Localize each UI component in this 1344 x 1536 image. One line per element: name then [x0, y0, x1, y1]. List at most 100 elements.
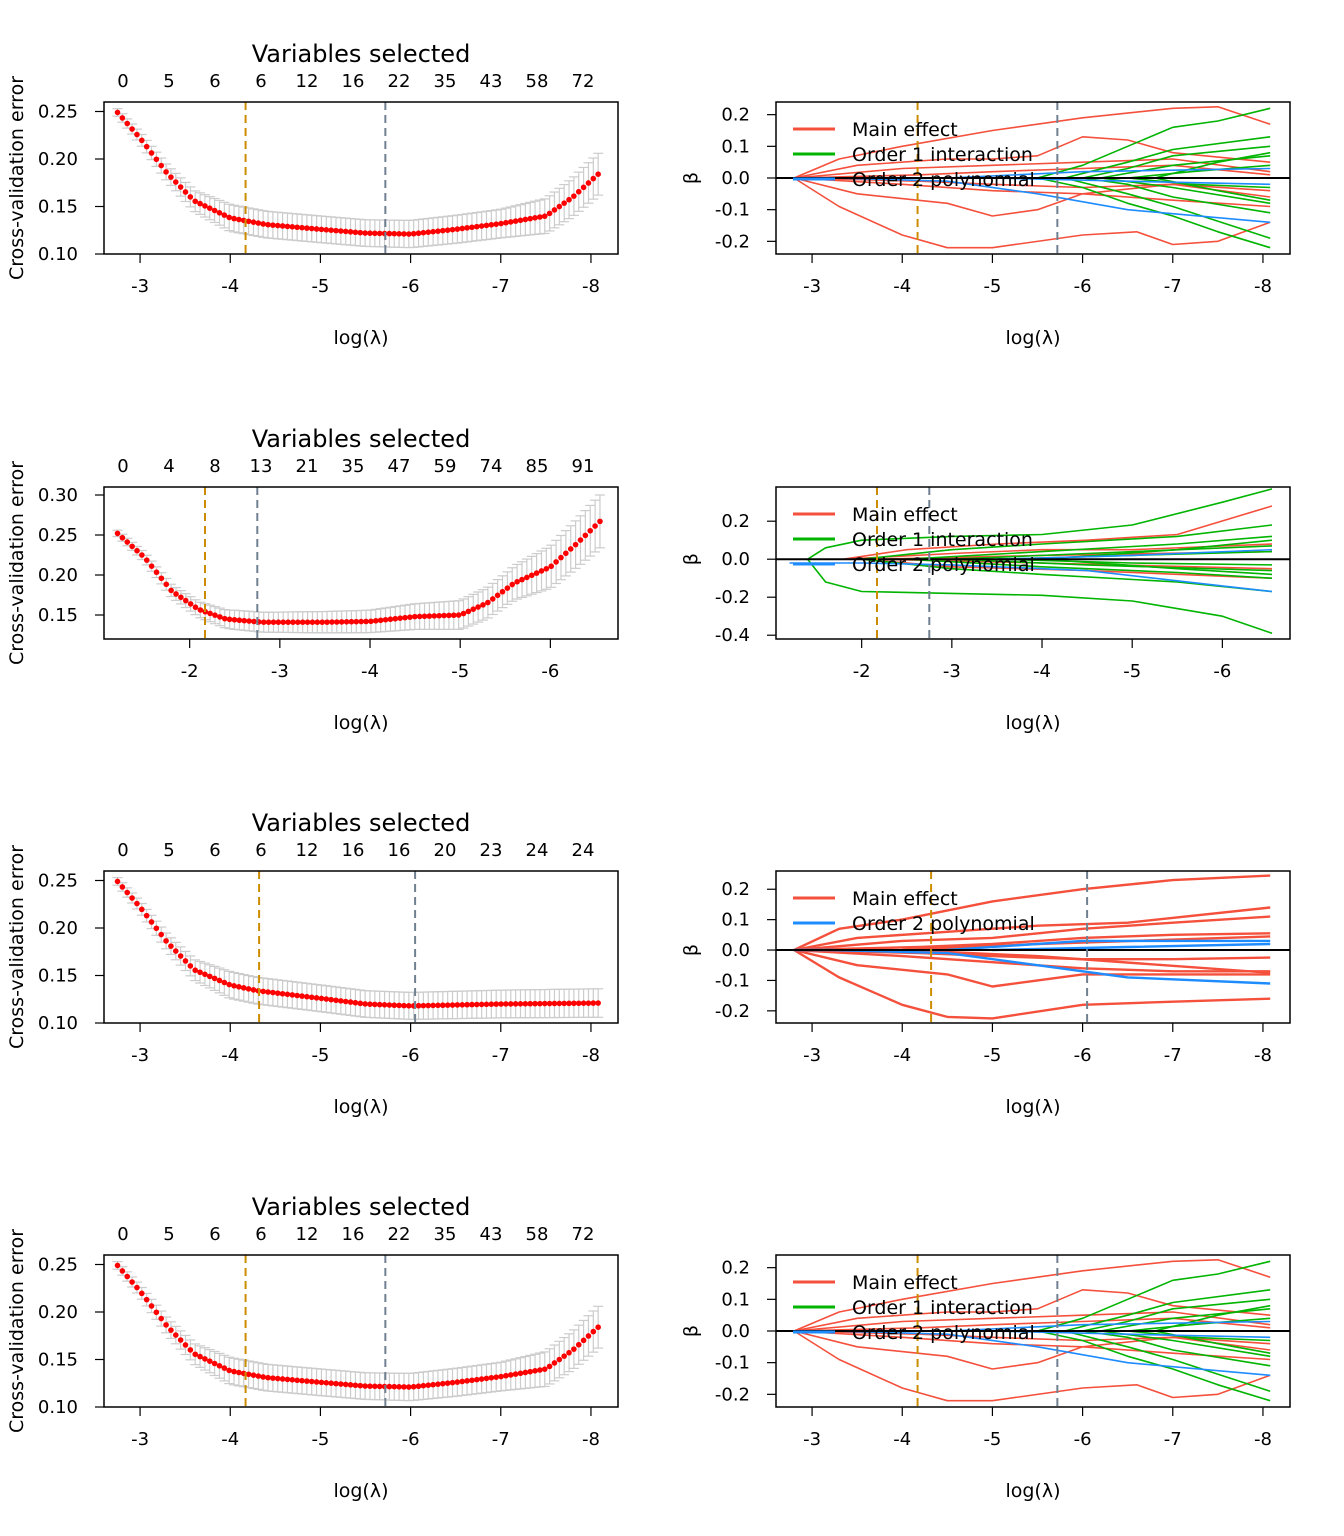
x-tick-label: -7 — [1164, 1045, 1182, 1066]
cv-point — [260, 1374, 266, 1380]
cv-point — [153, 156, 160, 163]
y-tick-label: 0.20 — [38, 918, 78, 939]
cv-point — [493, 221, 500, 227]
top-axis-label: 58 — [526, 71, 549, 92]
cv-point — [284, 1376, 291, 1383]
x-axis-label: log(λ) — [333, 712, 388, 734]
cv-point — [503, 1001, 509, 1007]
interaction-path — [1082, 145, 1271, 179]
cv-point — [294, 224, 300, 231]
cv-point — [587, 527, 594, 534]
cv-point — [134, 547, 140, 554]
cv-point — [391, 1383, 398, 1390]
cv-point — [241, 617, 248, 624]
chart-title: Variables selected — [252, 40, 471, 68]
cv-point — [580, 1000, 587, 1006]
cv-point — [537, 1000, 543, 1007]
y-axis-label: Cross-validation error — [6, 76, 28, 280]
cv-point — [493, 1001, 500, 1007]
cv-point — [139, 1290, 145, 1297]
x-tick-label: -3 — [271, 661, 289, 682]
main-effect-path — [793, 1317, 1271, 1332]
y-tick-label: 0.10 — [38, 1013, 78, 1034]
cv-point — [148, 1303, 155, 1309]
cv-point — [571, 1000, 577, 1007]
cv-point — [328, 996, 334, 1003]
cv-point — [285, 619, 291, 625]
cv-point — [459, 1002, 466, 1008]
x-tick-label: -3 — [803, 1045, 821, 1066]
cv-point — [420, 229, 427, 236]
cv-point — [318, 995, 325, 1002]
cv-point — [590, 175, 597, 182]
cv-point — [236, 617, 243, 624]
cv-point — [538, 568, 545, 574]
y-tick-label: 0.20 — [38, 565, 78, 586]
cv-point — [216, 209, 223, 216]
cv-point — [226, 981, 232, 988]
cv-point — [280, 619, 287, 625]
cv-point — [231, 215, 237, 222]
cv-point — [187, 194, 194, 200]
cv-point — [289, 1377, 296, 1383]
cv-point — [475, 604, 481, 610]
cv-point — [533, 570, 540, 576]
cv-point — [313, 226, 320, 232]
cv-point — [558, 554, 564, 561]
x-tick-label: -5 — [451, 661, 469, 682]
cv-point — [187, 601, 194, 607]
cv-point — [221, 979, 228, 986]
interaction-path — [807, 488, 1273, 560]
cv-point — [221, 212, 228, 218]
main-effect-path — [793, 948, 1271, 1020]
cv-point — [342, 1381, 349, 1388]
cv-point — [532, 215, 538, 221]
cv-point — [406, 1384, 412, 1390]
cv-point — [153, 925, 160, 932]
cv-point — [488, 1001, 495, 1007]
cv-point — [182, 1342, 189, 1348]
x-axis-label: log(λ) — [1005, 712, 1060, 734]
cv-point — [284, 991, 291, 998]
cv-point — [197, 1353, 203, 1360]
cv-point — [197, 969, 203, 976]
cv-point — [299, 619, 306, 625]
cv-point — [124, 539, 131, 545]
cv-point — [436, 612, 442, 619]
cv-point — [148, 919, 155, 925]
main-effect-path — [793, 177, 1271, 208]
main-effect-path — [793, 1330, 1271, 1402]
cv-point — [313, 1379, 320, 1385]
cv-point — [270, 1375, 276, 1381]
cv-point — [114, 109, 121, 116]
top-axis-label: 5 — [163, 71, 174, 92]
cv-point — [251, 618, 257, 625]
cv-point — [163, 169, 169, 175]
cv-point — [352, 999, 359, 1006]
cv-point — [580, 1337, 587, 1344]
chart-title: Variables selected — [252, 809, 471, 837]
top-axis-label: 5 — [163, 1224, 174, 1245]
cv-point — [572, 541, 579, 548]
cv-point — [134, 131, 140, 138]
main-effect-path — [793, 874, 1271, 952]
cv-point — [406, 231, 412, 237]
cv-point — [372, 1001, 378, 1008]
legend-label: Order 2 polynomial — [852, 169, 1035, 191]
x-tick-label: -5 — [311, 1045, 329, 1066]
x-tick-label: -4 — [221, 1429, 239, 1450]
interaction-path — [1064, 177, 1271, 239]
cv-point — [367, 230, 373, 236]
cv-point — [192, 1351, 199, 1358]
cv-point — [464, 1001, 470, 1008]
cv-point — [245, 218, 252, 225]
cv-point — [595, 1324, 601, 1330]
interaction-path — [1041, 558, 1273, 576]
interaction-path — [996, 558, 1273, 566]
cv-point — [192, 967, 199, 974]
plot-frame — [103, 1254, 619, 1408]
cv-point — [342, 228, 349, 235]
polynomial-path — [947, 167, 1271, 179]
cv-point — [362, 1383, 368, 1389]
x-tick-label: -6 — [1213, 661, 1231, 682]
